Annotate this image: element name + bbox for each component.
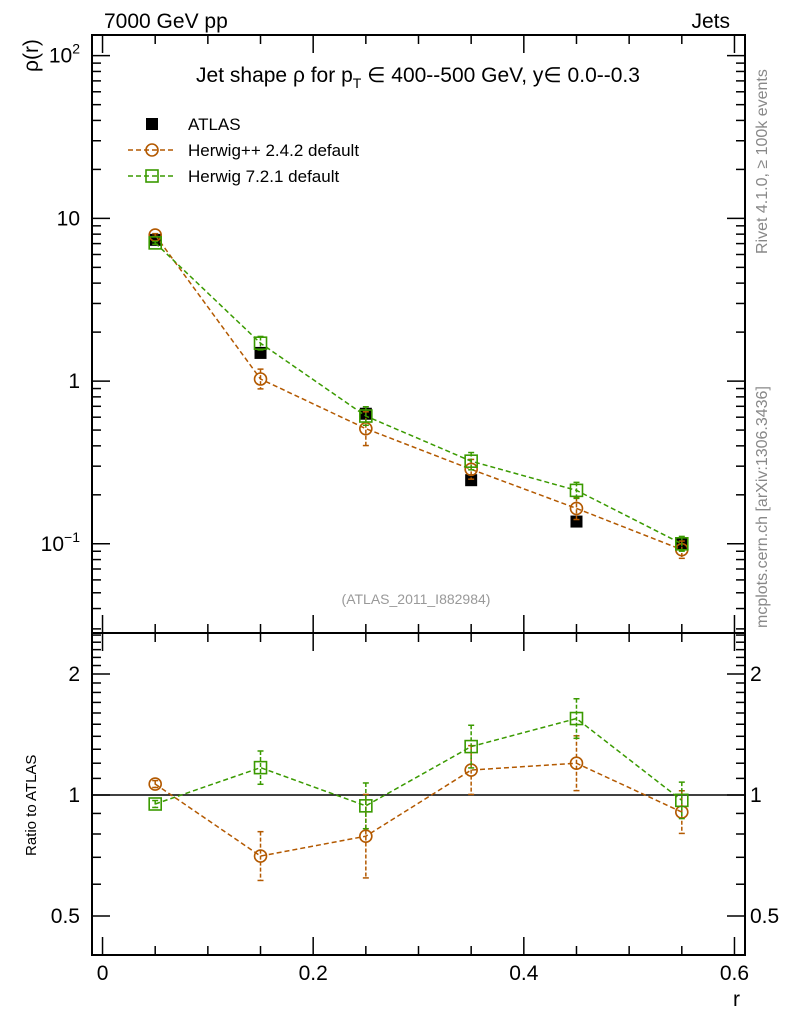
main-point-herwig7 xyxy=(569,483,584,498)
main-title: Jet shape ρ for pT ∈ 400--500 GeV, y∈ 0.… xyxy=(196,64,640,91)
header-left: 7000 GeV pp xyxy=(104,10,228,33)
x-tick-label: 0 xyxy=(97,962,109,985)
legend-marker-herwig7 xyxy=(145,169,159,183)
rivet-label: Rivet 4.1.0, ≥ 100k events xyxy=(754,69,771,254)
ratio-y-tick-label-right: 2 xyxy=(750,663,762,686)
ratio-y-tick-label: 2 xyxy=(68,663,80,686)
ratio-point-herwigpp xyxy=(569,756,584,771)
legend: ATLAS Herwig++ 2.4.2 default Herwig 7.2.1 … xyxy=(128,115,359,186)
main-point-herwig7 xyxy=(359,409,373,423)
chart-marks: 0 0.2 0.4 0.6 102 10 1 10−1 2 2 1 1 0.5 0.5 xyxy=(41,34,779,985)
title-part-b: ∈ 400--500 GeV, y∈ 0.0--0.3 xyxy=(361,64,640,87)
ratio-y-tick-label: 0.5 xyxy=(51,905,80,928)
legend-label-herwig7: Herwig 7.2.1 default xyxy=(188,167,339,186)
ratio-point-herwigpp xyxy=(148,777,162,791)
ratio-line-herwig7 xyxy=(154,717,683,807)
y-tick-label: 1 xyxy=(68,370,80,393)
main-line-herwigpp xyxy=(154,234,683,551)
legend-label-herwigpp: Herwig++ 2.4.2 default xyxy=(188,141,359,160)
ratio-point-herwig7 xyxy=(569,711,584,726)
main-point-herwigpp xyxy=(569,501,584,516)
main-point-herwig7 xyxy=(148,236,162,250)
y-tick-label: 10−1 xyxy=(41,529,81,556)
ratio-point-herwig7 xyxy=(464,739,478,754)
ratio-plot-frame xyxy=(91,632,746,956)
x-tick-label: 0.6 xyxy=(720,962,749,985)
mcplots-label: mcplots.cern.ch [arXiv:1306.3436] xyxy=(754,386,771,628)
ratio-point-herwig7 xyxy=(148,797,162,811)
ratio-point-herwig7 xyxy=(359,799,373,813)
ratio-y-tick-label: 1 xyxy=(68,784,80,807)
main-point-herwig7 xyxy=(464,454,478,468)
title-sub: T xyxy=(353,75,362,91)
main-point-herwigpp xyxy=(253,372,268,386)
main-point-herwigpp xyxy=(464,462,478,477)
ratio-line-herwigpp xyxy=(154,762,683,857)
legend-label-atlas: ATLAS xyxy=(188,115,241,134)
x-tick-label: 0.4 xyxy=(509,962,539,985)
y-tick-label: 102 xyxy=(49,41,80,68)
ratio-point-herwig7 xyxy=(253,760,268,775)
x-tick-label: 0.2 xyxy=(299,962,328,985)
legend-marker-herwigpp xyxy=(145,143,159,157)
ratio-y-tick-label-right: 1 xyxy=(750,784,762,807)
analysis-id: (ATLAS_2011_I882984) xyxy=(342,591,491,607)
main-line-herwig7 xyxy=(154,242,683,545)
ratio-y-tick-label-right: 0.5 xyxy=(750,905,779,928)
ratio-point-herwig7 xyxy=(675,793,689,808)
title-part-a: Jet shape ρ for p xyxy=(196,64,353,87)
main-point-atlas xyxy=(465,474,478,487)
main-point-atlas xyxy=(254,346,267,359)
main-ylabel: ρ(r) xyxy=(20,39,43,72)
header-right: Jets xyxy=(691,10,730,33)
ratio-point-herwigpp xyxy=(359,829,373,843)
ratio-point-herwigpp xyxy=(253,849,268,863)
x-axis-label: r xyxy=(733,988,740,1011)
main-point-herwig7 xyxy=(253,336,268,350)
legend-marker-atlas xyxy=(146,118,158,130)
main-point-herwig7 xyxy=(675,537,689,551)
ratio-ylabel: Ratio to ATLAS xyxy=(23,755,40,856)
main-point-atlas xyxy=(570,515,583,528)
y-tick-label: 10 xyxy=(57,207,80,230)
